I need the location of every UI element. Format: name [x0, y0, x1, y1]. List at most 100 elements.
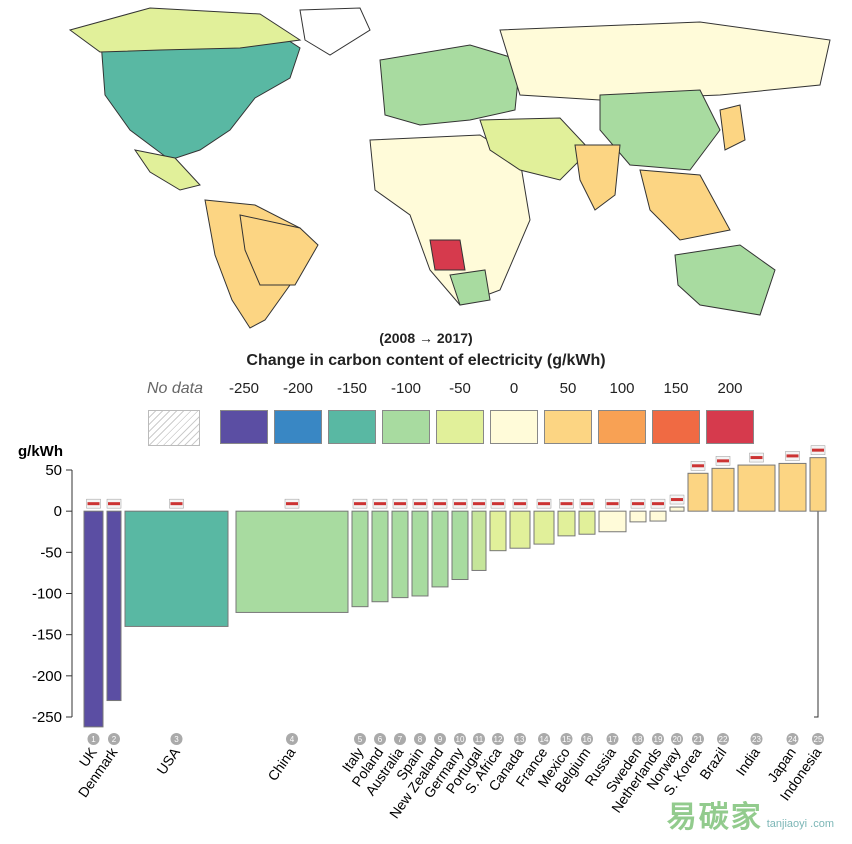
bar — [669, 506, 685, 512]
rank-label: 24 — [788, 735, 797, 744]
flag-stripe — [473, 502, 485, 506]
rank-badge — [374, 733, 386, 745]
bar — [351, 510, 369, 608]
flag-stripe — [286, 502, 298, 506]
watermark: 易碳家 tanjiaoyi .com — [666, 801, 834, 834]
flag-stripe — [606, 502, 619, 506]
rank-label: 20 — [673, 735, 682, 744]
bar — [533, 510, 555, 545]
flag-stripe — [717, 459, 729, 463]
y-tick-label: 0 — [54, 503, 62, 520]
flag-stripe — [786, 454, 799, 458]
rank-badge — [354, 733, 366, 745]
rank-label: 6 — [378, 735, 383, 744]
india-region — [574, 144, 621, 211]
rank-badge — [786, 733, 799, 745]
scale-item: 200 — [706, 380, 754, 444]
flag-stripe — [374, 502, 386, 506]
rank-label: 8 — [418, 735, 423, 744]
world-map — [68, 7, 831, 329]
rank-label: 18 — [634, 735, 643, 744]
rank-label: 13 — [516, 735, 525, 744]
greenland-region — [299, 7, 371, 56]
scale-item: 150 — [652, 380, 700, 444]
rank-label: 2 — [112, 735, 117, 744]
scale-item: -100 — [382, 380, 430, 444]
canada-north-region — [68, 7, 302, 53]
rank-label: 19 — [654, 735, 663, 744]
rank-badge — [671, 733, 683, 745]
scale-tick-label: -200 — [282, 380, 314, 397]
bar — [124, 510, 229, 627]
y-tick-label: -200 — [32, 668, 62, 685]
rank-badge — [812, 733, 824, 745]
rank-badge — [286, 733, 298, 745]
rank-badge — [87, 733, 100, 745]
flag-stripe — [812, 448, 824, 452]
mexico-region — [133, 149, 201, 191]
scale-tick-label: -250 — [228, 380, 260, 397]
flag-stripe — [632, 502, 644, 506]
rank-label: 14 — [540, 735, 549, 744]
rank-label: 17 — [608, 735, 617, 744]
scale-item: -200 — [274, 380, 322, 444]
rank-badge — [560, 733, 573, 745]
rank-label: 25 — [814, 735, 823, 744]
y-tick-label: -100 — [32, 586, 62, 603]
bar — [451, 510, 469, 581]
rank-label: 7 — [398, 735, 403, 744]
australia-region — [674, 244, 776, 316]
category-label: India — [732, 744, 763, 778]
scale-item: 50 — [544, 380, 592, 444]
rank-label: 11 — [475, 735, 484, 744]
rank-label: 22 — [719, 735, 728, 744]
bar — [391, 510, 409, 599]
flag-stripe — [581, 502, 593, 506]
rank-label: 3 — [174, 735, 179, 744]
scale-swatch — [544, 410, 592, 444]
bar — [371, 510, 389, 603]
scale-item: -50 — [436, 380, 484, 444]
rank-badge — [692, 733, 704, 745]
bar — [649, 510, 667, 522]
bar — [629, 510, 647, 523]
flag-stripe — [692, 464, 704, 468]
flag-stripe — [170, 502, 183, 506]
color-scale: -250 -200 -150 -100 -50 0 50 100 150 200 — [220, 380, 754, 444]
y-tick-label: 50 — [45, 462, 62, 479]
rank-label: 4 — [290, 735, 295, 744]
scale-tick-label: 200 — [717, 380, 743, 397]
flag-stripe — [108, 502, 120, 506]
scale-tick-label: 100 — [609, 380, 635, 397]
scale-item: -150 — [328, 380, 376, 444]
bar — [598, 510, 627, 533]
rank-label: 16 — [583, 735, 592, 744]
rank-label: 21 — [694, 735, 703, 744]
russia-region — [499, 21, 831, 101]
y-tick-label: -150 — [32, 627, 62, 644]
bar — [711, 467, 735, 512]
scale-swatch — [220, 410, 268, 444]
flag-stripe — [652, 502, 664, 506]
scale-tick-label: 50 — [559, 380, 577, 397]
flag-stripe — [514, 502, 526, 506]
y-axis-label: g/kWh — [18, 443, 63, 460]
bar — [106, 510, 122, 702]
scale-tick-label: -100 — [390, 380, 422, 397]
rank-badge — [652, 733, 664, 745]
flag-stripe — [394, 502, 406, 506]
flag-stripe — [560, 502, 573, 506]
rank-badge — [538, 733, 550, 745]
flag-stripe — [538, 502, 550, 506]
rank-badge — [108, 733, 120, 745]
brazil-region — [239, 214, 319, 286]
scale-tick-label: 150 — [663, 380, 689, 397]
scale-item: 0 — [490, 380, 538, 444]
no-data-label: No data — [146, 380, 204, 397]
bar-chart: g/kWh500-50-100-150-200-2501UK2Denmark3U… — [18, 443, 827, 821]
rank-label: 12 — [494, 735, 503, 744]
japan-region — [719, 104, 746, 151]
rank-label: 10 — [456, 735, 465, 744]
rank-label: 9 — [438, 735, 443, 744]
scale-swatch — [436, 410, 484, 444]
